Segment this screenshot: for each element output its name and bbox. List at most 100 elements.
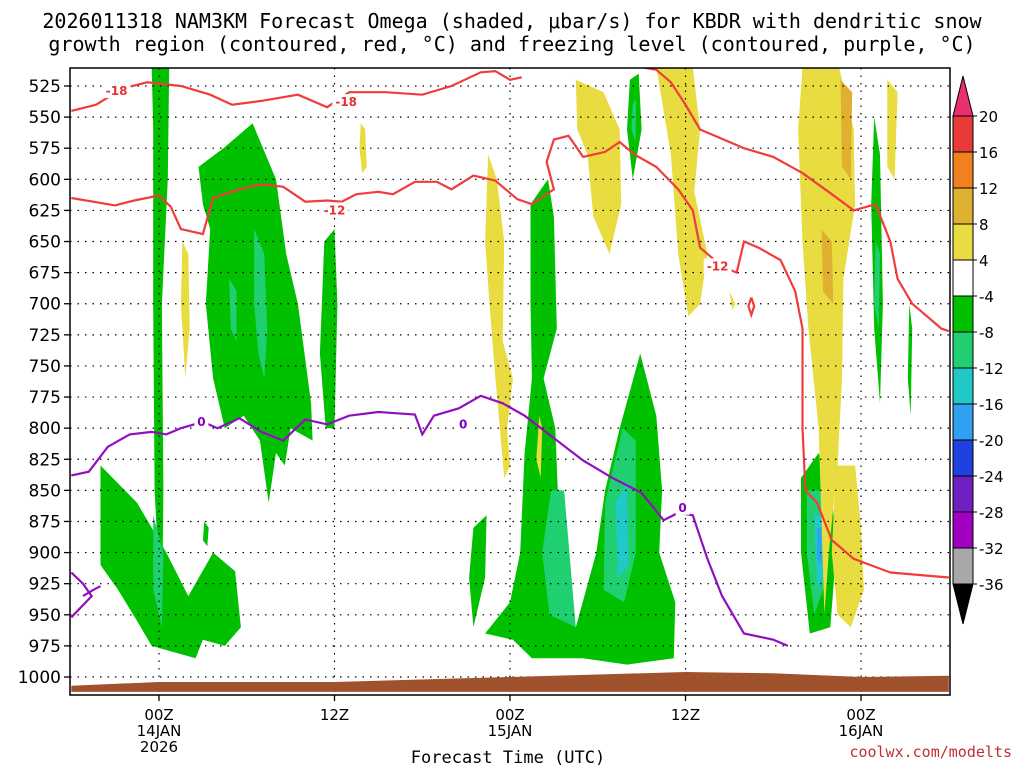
y-tick-label: 950 [29,606,61,626]
colorbar: 20 16 12 8 4 -4 -8 -12 -16 -20 -24 -28 -32 -36 [952,75,1004,625]
colorbar-label: -16 [979,396,1004,414]
contour-label-bg [194,413,209,429]
colorbar-label: -12 [979,360,1004,378]
omega-shade-region [840,79,853,180]
omega-shade-region [887,79,898,180]
credit-text: coolwx.com/modelts [849,743,1012,761]
contour-label-bg [675,499,690,515]
omega-shade-region [615,484,629,578]
y-tick-label: 725 [29,326,61,346]
omega-shade-region [100,465,241,659]
colorbar-swatch [952,367,974,405]
y-tick-label: 775 [29,388,61,408]
y-tick-label: 625 [29,201,61,221]
y-tick-label: 875 [29,512,61,532]
y-tick-label: 825 [29,450,61,470]
dgz-contour-label: -18 [106,84,128,98]
x-tick-label: 15JAN [488,722,533,740]
omega-shade-region [180,241,190,379]
terrain-surface [71,672,949,692]
y-axis: 525 550 575 600 625 650 675 700 725 750 775 800 825 8… [18,77,70,688]
omega-shade-region [153,515,164,628]
y-tick-label: 525 [29,77,61,97]
colorbar-label: 16 [979,144,998,162]
y-tick-label: 975 [29,637,61,657]
y-tick-label: 650 [29,233,61,253]
omega-shade-region [874,241,880,329]
colorbar-label: 4 [979,252,989,270]
colorbar-label: 8 [979,216,989,234]
x-tick-label: 12Z [671,706,700,724]
omega-shade-region [536,415,543,478]
contour-label-bg [456,416,471,432]
colorbar-swatch [952,259,974,297]
freezing-level-contour [82,585,101,598]
omega-shade-region [798,68,856,615]
colorbar-swatch [952,403,974,441]
colorbar-swatch [952,151,974,189]
dgz-contour [71,134,949,579]
colorbar-swatch [952,547,974,585]
freezing-contour-label: 0 [459,417,467,431]
y-tick-label: 600 [29,170,61,190]
chart-title-line1: 2026011318 NAM3KM Forecast Omega (shaded… [42,9,982,33]
omega-shade-region [542,490,576,628]
colorbar-label: -4 [979,288,994,306]
x-axis-label: Forecast Time (UTC) [411,748,605,768]
dgz-contour-label: -18 [335,95,357,109]
dgz-contour-label: -12 [707,259,729,273]
x-tick-label: 00Z [495,706,524,724]
plot-area: -18 -18 -12 -12 0 0 0 [70,68,950,695]
colorbar-swatch [952,511,974,549]
contour-label-bg [102,82,131,98]
omega-shade-region [469,515,487,628]
colorbar-swatch [952,187,974,225]
dgz-contour [747,297,756,319]
colorbar-label: -32 [979,540,1004,558]
contour-lines: -18 -18 -12 -12 0 0 0 [70,68,950,647]
y-tick-label: 925 [29,575,61,595]
x-tick-label: 00Z [144,706,173,724]
x-tick-label: 16JAN [839,722,884,740]
colorbar-label: -28 [979,504,1004,522]
x-tick-label: 2026 [140,738,178,756]
omega-shade-region [151,68,170,628]
omega-shading [100,68,913,665]
y-tick-label: 900 [29,544,61,564]
colorbar-swatch [952,439,974,477]
y-tick-label: 700 [29,295,61,315]
y-tick-label: 850 [29,481,61,501]
colorbar-swatch [952,475,974,513]
freezing-contour-label: 0 [678,501,686,515]
freezing-contour-label: 0 [197,415,205,429]
colorbar-swatch [952,583,974,625]
contour-label-bg [332,94,361,110]
chart-title-line2: growth region (contoured, red, °C) and f… [48,32,975,56]
colorbar-label: -8 [979,324,994,342]
contour-label-bg [703,258,732,274]
y-tick-label: 750 [29,357,61,377]
x-tick-label: 14JAN [137,722,182,740]
colorbar-swatch [952,331,974,369]
colorbar-label: -36 [979,576,1004,594]
omega-shade-region [831,465,864,628]
x-tick-label: 00Z [846,706,875,724]
omega-shade-region [229,278,237,342]
y-tick-label: 550 [29,108,61,128]
colorbar-swatch [952,295,974,333]
colorbar-label: 12 [979,180,998,198]
colorbar-label: -20 [979,432,1004,450]
omega-shade-region [254,229,268,379]
dgz-contour-label: -12 [324,203,346,217]
omega-shade-region [575,79,622,254]
colorbar-label: 20 [979,108,998,126]
contour-label-bg [320,202,349,218]
omega-shade-region [631,98,636,142]
y-tick-label: 1000 [18,668,61,688]
omega-shade-region [729,291,736,310]
freezing-level-contour [70,571,94,619]
dgz-contour [71,69,522,112]
colorbar-swatch [952,115,974,153]
